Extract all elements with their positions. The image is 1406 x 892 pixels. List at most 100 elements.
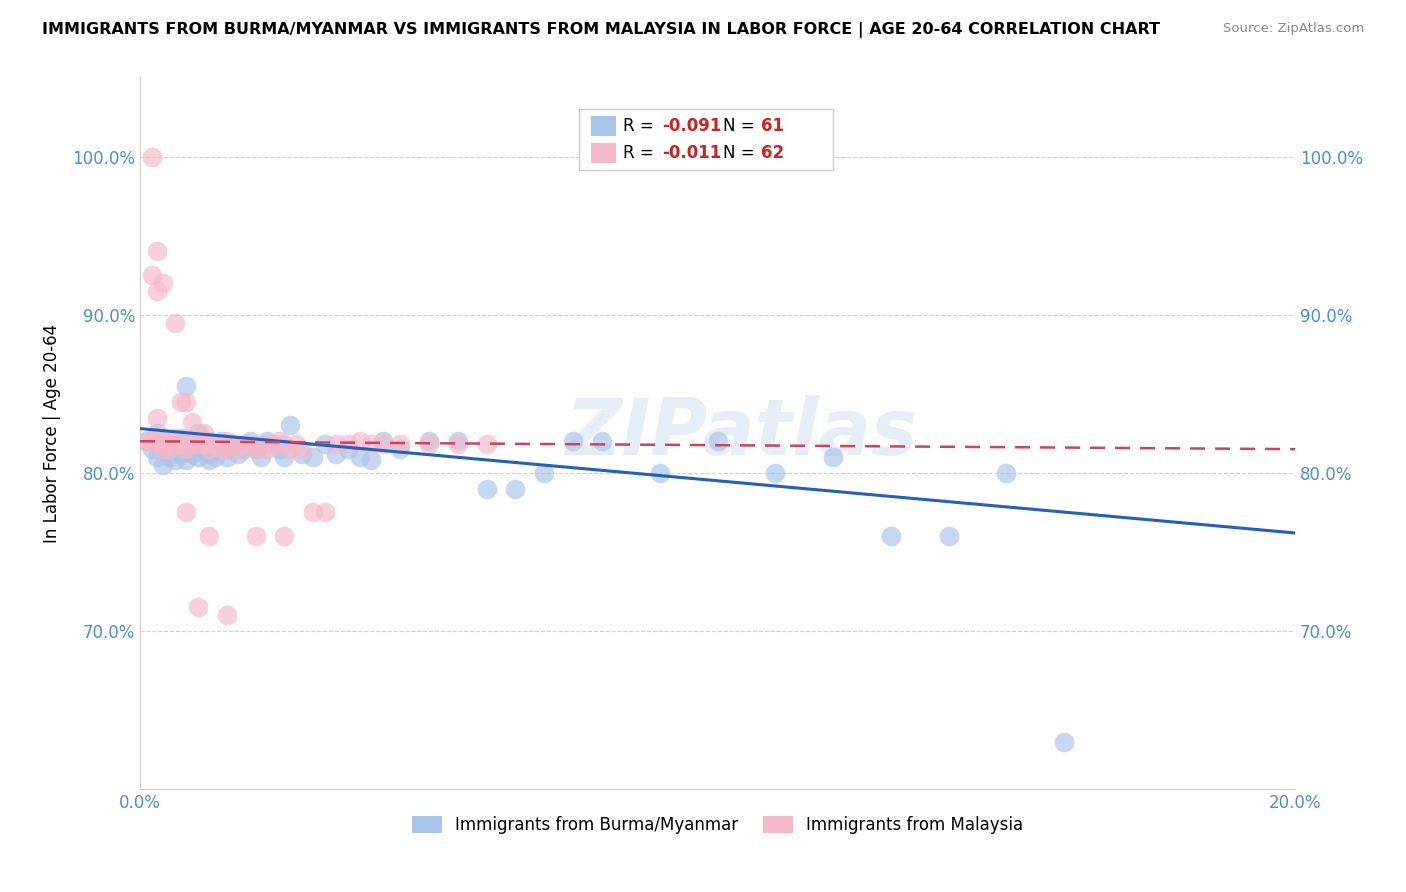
- Point: [418, 434, 440, 449]
- Text: R =: R =: [623, 118, 659, 136]
- Point: [204, 437, 226, 451]
- Point: [187, 437, 209, 451]
- Point: [278, 442, 301, 457]
- Point: [146, 434, 169, 449]
- Text: R =: R =: [623, 144, 659, 162]
- Y-axis label: In Labor Force | Age 20-64: In Labor Force | Age 20-64: [44, 324, 60, 543]
- Point: [285, 437, 308, 451]
- Point: [336, 442, 359, 457]
- Point: [181, 437, 204, 451]
- Point: [198, 434, 221, 449]
- Point: [152, 276, 174, 290]
- Point: [187, 600, 209, 615]
- Text: N =: N =: [723, 144, 761, 162]
- Point: [273, 529, 295, 543]
- Point: [169, 447, 191, 461]
- Point: [239, 437, 262, 451]
- Point: [239, 434, 262, 449]
- Point: [215, 450, 238, 464]
- Point: [221, 437, 243, 451]
- Point: [135, 434, 157, 449]
- Point: [325, 437, 347, 451]
- Point: [360, 453, 382, 467]
- Point: [152, 434, 174, 449]
- Point: [181, 447, 204, 461]
- Text: IMMIGRANTS FROM BURMA/MYANMAR VS IMMIGRANTS FROM MALAYSIA IN LABOR FORCE | AGE 2: IMMIGRANTS FROM BURMA/MYANMAR VS IMMIGRA…: [42, 22, 1160, 38]
- Point: [1053, 735, 1076, 749]
- Text: 62: 62: [762, 144, 785, 162]
- Text: N =: N =: [723, 118, 761, 136]
- Point: [706, 434, 728, 449]
- Point: [388, 437, 411, 451]
- Point: [250, 450, 273, 464]
- Point: [152, 434, 174, 449]
- Point: [245, 442, 267, 457]
- Point: [388, 442, 411, 457]
- Point: [174, 442, 197, 457]
- Point: [146, 410, 169, 425]
- Point: [187, 431, 209, 445]
- Point: [209, 442, 232, 457]
- Text: -0.091: -0.091: [662, 118, 721, 136]
- Point: [141, 434, 163, 449]
- FancyBboxPatch shape: [591, 117, 616, 136]
- Point: [233, 437, 256, 451]
- Point: [233, 442, 256, 457]
- Point: [256, 434, 278, 449]
- Point: [135, 434, 157, 449]
- Point: [157, 437, 180, 451]
- Point: [371, 437, 394, 451]
- Point: [157, 450, 180, 464]
- Point: [146, 244, 169, 259]
- Point: [302, 450, 325, 464]
- Point: [267, 434, 290, 449]
- Point: [273, 437, 295, 451]
- Point: [163, 431, 186, 445]
- Point: [349, 434, 371, 449]
- Point: [174, 379, 197, 393]
- Text: ZIPatlas: ZIPatlas: [565, 395, 917, 471]
- Point: [245, 442, 267, 457]
- Point: [187, 426, 209, 441]
- Point: [146, 426, 169, 441]
- Point: [174, 505, 197, 519]
- Point: [995, 466, 1018, 480]
- Point: [938, 529, 960, 543]
- Point: [198, 442, 221, 457]
- Text: Source: ZipAtlas.com: Source: ZipAtlas.com: [1223, 22, 1364, 36]
- Point: [291, 447, 314, 461]
- Point: [302, 505, 325, 519]
- Point: [821, 450, 844, 464]
- Point: [204, 442, 226, 457]
- Point: [336, 437, 359, 451]
- Point: [226, 447, 249, 461]
- Point: [215, 442, 238, 457]
- Point: [141, 442, 163, 457]
- Point: [198, 529, 221, 543]
- Point: [193, 437, 215, 451]
- Point: [163, 442, 186, 457]
- Point: [157, 442, 180, 457]
- FancyBboxPatch shape: [591, 143, 616, 163]
- Point: [169, 394, 191, 409]
- Point: [763, 466, 786, 480]
- Point: [193, 437, 215, 451]
- Point: [174, 453, 197, 467]
- Point: [591, 434, 613, 449]
- Point: [215, 608, 238, 623]
- Point: [447, 437, 470, 451]
- Legend: Immigrants from Burma/Myanmar, Immigrants from Malaysia: Immigrants from Burma/Myanmar, Immigrant…: [412, 816, 1024, 834]
- Point: [215, 434, 238, 449]
- Point: [262, 437, 284, 451]
- Point: [325, 447, 347, 461]
- Point: [152, 458, 174, 472]
- Point: [204, 450, 226, 464]
- Point: [193, 442, 215, 457]
- Point: [250, 437, 273, 451]
- Point: [418, 437, 440, 451]
- FancyBboxPatch shape: [579, 110, 832, 170]
- Point: [880, 529, 903, 543]
- Point: [314, 505, 336, 519]
- Point: [187, 450, 209, 464]
- Point: [278, 418, 301, 433]
